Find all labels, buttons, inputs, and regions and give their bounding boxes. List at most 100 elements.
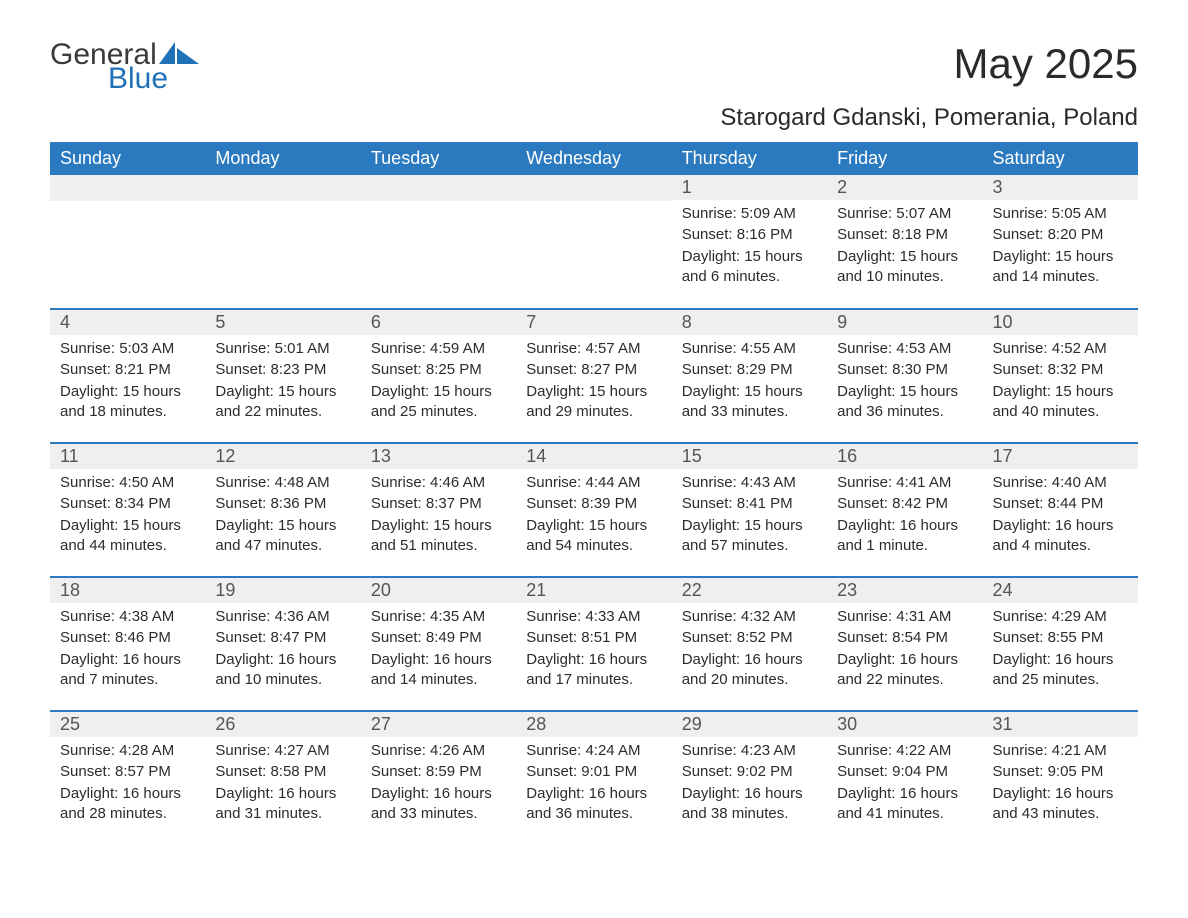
sunrise-line: Sunrise: 5:07 AM bbox=[837, 204, 972, 224]
calendar-cell: 19Sunrise: 4:36 AMSunset: 8:47 PMDayligh… bbox=[205, 577, 360, 711]
page-title: May 2025 bbox=[954, 40, 1138, 88]
daylight-line: Daylight: 15 hours and 10 minutes. bbox=[837, 247, 972, 288]
daylight-line: Daylight: 16 hours and 20 minutes. bbox=[682, 650, 817, 691]
day-number: 7 bbox=[516, 310, 671, 335]
sunset-line: Sunset: 9:01 PM bbox=[526, 762, 661, 782]
calendar-cell: 15Sunrise: 4:43 AMSunset: 8:41 PMDayligh… bbox=[672, 443, 827, 577]
sunrise-line: Sunrise: 5:09 AM bbox=[682, 204, 817, 224]
daylight-line: Daylight: 15 hours and 29 minutes. bbox=[526, 382, 661, 423]
day-number: 28 bbox=[516, 712, 671, 737]
daylight-line: Daylight: 15 hours and 14 minutes. bbox=[993, 247, 1128, 288]
sunset-line: Sunset: 8:51 PM bbox=[526, 628, 661, 648]
sunset-line: Sunset: 8:27 PM bbox=[526, 360, 661, 380]
sunset-line: Sunset: 8:20 PM bbox=[993, 225, 1128, 245]
calendar-cell: 12Sunrise: 4:48 AMSunset: 8:36 PMDayligh… bbox=[205, 443, 360, 577]
day-details: Sunrise: 4:33 AMSunset: 8:51 PMDaylight:… bbox=[516, 603, 671, 699]
sunset-line: Sunset: 8:32 PM bbox=[993, 360, 1128, 380]
calendar-cell: 16Sunrise: 4:41 AMSunset: 8:42 PMDayligh… bbox=[827, 443, 982, 577]
sunrise-line: Sunrise: 4:28 AM bbox=[60, 741, 195, 761]
sunset-line: Sunset: 8:42 PM bbox=[837, 494, 972, 514]
sunrise-line: Sunrise: 4:41 AM bbox=[837, 473, 972, 493]
day-number: 24 bbox=[983, 578, 1138, 603]
sunrise-line: Sunrise: 4:52 AM bbox=[993, 339, 1128, 359]
daylight-line: Daylight: 15 hours and 47 minutes. bbox=[215, 516, 350, 557]
daylight-line: Daylight: 16 hours and 31 minutes. bbox=[215, 784, 350, 825]
day-details: Sunrise: 4:24 AMSunset: 9:01 PMDaylight:… bbox=[516, 737, 671, 833]
daylight-line: Daylight: 16 hours and 10 minutes. bbox=[215, 650, 350, 691]
daylight-line: Daylight: 16 hours and 22 minutes. bbox=[837, 650, 972, 691]
day-details: Sunrise: 4:36 AMSunset: 8:47 PMDaylight:… bbox=[205, 603, 360, 699]
daylight-line: Daylight: 16 hours and 28 minutes. bbox=[60, 784, 195, 825]
day-number: 31 bbox=[983, 712, 1138, 737]
calendar-cell: 26Sunrise: 4:27 AMSunset: 8:58 PMDayligh… bbox=[205, 711, 360, 845]
day-details: Sunrise: 4:48 AMSunset: 8:36 PMDaylight:… bbox=[205, 469, 360, 565]
weekday-header-row: SundayMondayTuesdayWednesdayThursdayFrid… bbox=[50, 142, 1138, 175]
calendar-cell: 28Sunrise: 4:24 AMSunset: 9:01 PMDayligh… bbox=[516, 711, 671, 845]
sunrise-line: Sunrise: 4:31 AM bbox=[837, 607, 972, 627]
day-details: Sunrise: 4:50 AMSunset: 8:34 PMDaylight:… bbox=[50, 469, 205, 565]
day-number: 11 bbox=[50, 444, 205, 469]
sunset-line: Sunset: 8:46 PM bbox=[60, 628, 195, 648]
day-number: 23 bbox=[827, 578, 982, 603]
sunrise-line: Sunrise: 4:27 AM bbox=[215, 741, 350, 761]
day-number: 30 bbox=[827, 712, 982, 737]
sunrise-line: Sunrise: 4:23 AM bbox=[682, 741, 817, 761]
day-number: 6 bbox=[361, 310, 516, 335]
weekday-header: Sunday bbox=[50, 142, 205, 175]
sunset-line: Sunset: 8:18 PM bbox=[837, 225, 972, 245]
sunset-line: Sunset: 9:04 PM bbox=[837, 762, 972, 782]
sunrise-line: Sunrise: 4:55 AM bbox=[682, 339, 817, 359]
day-number: 17 bbox=[983, 444, 1138, 469]
day-details: Sunrise: 4:55 AMSunset: 8:29 PMDaylight:… bbox=[672, 335, 827, 431]
daylight-line: Daylight: 16 hours and 43 minutes. bbox=[993, 784, 1128, 825]
sunset-line: Sunset: 8:30 PM bbox=[837, 360, 972, 380]
day-number: 1 bbox=[672, 175, 827, 200]
day-details: Sunrise: 4:40 AMSunset: 8:44 PMDaylight:… bbox=[983, 469, 1138, 565]
day-number: 5 bbox=[205, 310, 360, 335]
daylight-line: Daylight: 15 hours and 54 minutes. bbox=[526, 516, 661, 557]
day-number: 12 bbox=[205, 444, 360, 469]
day-details: Sunrise: 4:57 AMSunset: 8:27 PMDaylight:… bbox=[516, 335, 671, 431]
sunset-line: Sunset: 8:21 PM bbox=[60, 360, 195, 380]
daylight-line: Daylight: 16 hours and 36 minutes. bbox=[526, 784, 661, 825]
daylight-line: Daylight: 15 hours and 40 minutes. bbox=[993, 382, 1128, 423]
calendar-cell: 27Sunrise: 4:26 AMSunset: 8:59 PMDayligh… bbox=[361, 711, 516, 845]
day-details: Sunrise: 4:35 AMSunset: 8:49 PMDaylight:… bbox=[361, 603, 516, 699]
calendar-week-row: 4Sunrise: 5:03 AMSunset: 8:21 PMDaylight… bbox=[50, 309, 1138, 443]
daylight-line: Daylight: 15 hours and 44 minutes. bbox=[60, 516, 195, 557]
day-details: Sunrise: 4:23 AMSunset: 9:02 PMDaylight:… bbox=[672, 737, 827, 833]
sunset-line: Sunset: 8:29 PM bbox=[682, 360, 817, 380]
day-number: 2 bbox=[827, 175, 982, 200]
calendar-cell: 11Sunrise: 4:50 AMSunset: 8:34 PMDayligh… bbox=[50, 443, 205, 577]
daylight-line: Daylight: 15 hours and 57 minutes. bbox=[682, 516, 817, 557]
calendar-cell: 29Sunrise: 4:23 AMSunset: 9:02 PMDayligh… bbox=[672, 711, 827, 845]
day-number: 29 bbox=[672, 712, 827, 737]
sunrise-line: Sunrise: 4:40 AM bbox=[993, 473, 1128, 493]
sunset-line: Sunset: 8:23 PM bbox=[215, 360, 350, 380]
sunset-line: Sunset: 8:58 PM bbox=[215, 762, 350, 782]
day-details: Sunrise: 4:38 AMSunset: 8:46 PMDaylight:… bbox=[50, 603, 205, 699]
daylight-line: Daylight: 15 hours and 22 minutes. bbox=[215, 382, 350, 423]
sunrise-line: Sunrise: 4:50 AM bbox=[60, 473, 195, 493]
calendar-cell: 6Sunrise: 4:59 AMSunset: 8:25 PMDaylight… bbox=[361, 309, 516, 443]
day-number: 14 bbox=[516, 444, 671, 469]
sunset-line: Sunset: 8:54 PM bbox=[837, 628, 972, 648]
sunset-line: Sunset: 8:55 PM bbox=[993, 628, 1128, 648]
daylight-line: Daylight: 16 hours and 33 minutes. bbox=[371, 784, 506, 825]
sunset-line: Sunset: 8:52 PM bbox=[682, 628, 817, 648]
day-details: Sunrise: 4:28 AMSunset: 8:57 PMDaylight:… bbox=[50, 737, 205, 833]
calendar-cell: 3Sunrise: 5:05 AMSunset: 8:20 PMDaylight… bbox=[983, 175, 1138, 309]
calendar-cell: 17Sunrise: 4:40 AMSunset: 8:44 PMDayligh… bbox=[983, 443, 1138, 577]
weekday-header: Monday bbox=[205, 142, 360, 175]
calendar-cell: 21Sunrise: 4:33 AMSunset: 8:51 PMDayligh… bbox=[516, 577, 671, 711]
day-details: Sunrise: 5:09 AMSunset: 8:16 PMDaylight:… bbox=[672, 200, 827, 296]
day-number: 18 bbox=[50, 578, 205, 603]
calendar-cell bbox=[205, 175, 360, 309]
daylight-line: Daylight: 15 hours and 25 minutes. bbox=[371, 382, 506, 423]
sunrise-line: Sunrise: 4:57 AM bbox=[526, 339, 661, 359]
weekday-header: Wednesday bbox=[516, 142, 671, 175]
calendar-cell: 20Sunrise: 4:35 AMSunset: 8:49 PMDayligh… bbox=[361, 577, 516, 711]
day-details: Sunrise: 4:29 AMSunset: 8:55 PMDaylight:… bbox=[983, 603, 1138, 699]
day-details: Sunrise: 4:26 AMSunset: 8:59 PMDaylight:… bbox=[361, 737, 516, 833]
sunrise-line: Sunrise: 4:38 AM bbox=[60, 607, 195, 627]
